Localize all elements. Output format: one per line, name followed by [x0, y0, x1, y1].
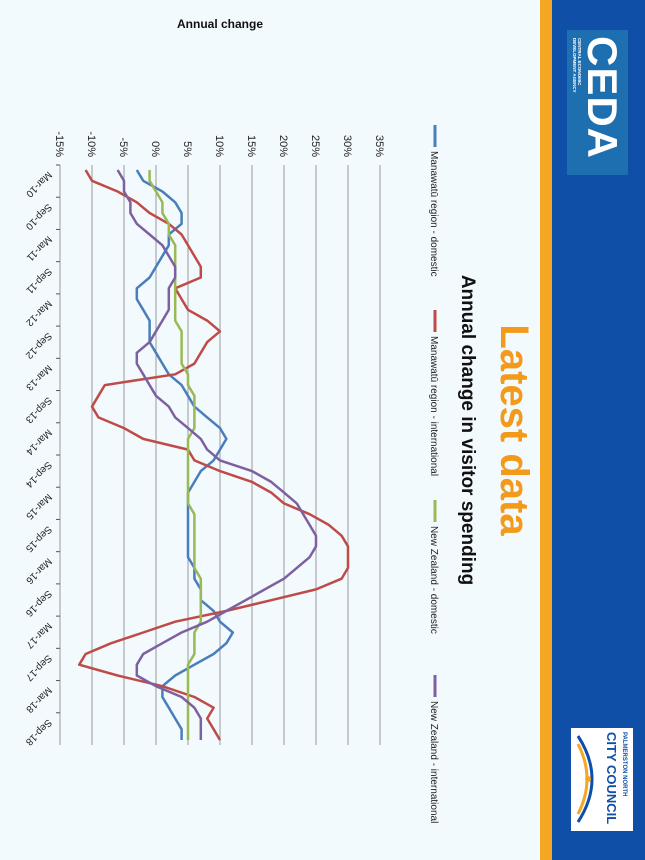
- legend-label: Manawatū region - international: [428, 336, 439, 476]
- x-tick-label: Mar-14: [23, 427, 53, 457]
- orange-stripe: [540, 0, 552, 860]
- ceda-logo: CEDA CENTRAL ECONOMIC DEVELOPMENT AGENCY: [567, 30, 628, 175]
- x-tick-label: Mar-16: [23, 556, 53, 586]
- y-tick-label: 25%: [309, 135, 321, 157]
- council-emblem-icon: [576, 735, 594, 823]
- y-tick-label: 30%: [341, 135, 353, 157]
- y-tick-label: 0%: [149, 141, 161, 157]
- x-tick-label: Sep-18: [23, 717, 54, 748]
- x-tick-label: Mar-10: [23, 169, 53, 199]
- x-tick-label: Sep-11: [23, 266, 53, 296]
- y-tick-label: 10%: [213, 135, 225, 157]
- x-tick-label: Mar-11: [24, 233, 54, 263]
- council-logo: PALMERSTON NORTH CITY COUNCIL: [570, 727, 634, 832]
- y-tick-label: -15%: [53, 131, 65, 157]
- series-line: [116, 169, 318, 740]
- x-tick-label: Mar-18: [23, 684, 53, 714]
- x-tick-label: Sep-16: [23, 588, 54, 619]
- x-tick-label: Mar-12: [23, 298, 53, 328]
- legend-label: Manawatū region - domestic: [428, 151, 439, 277]
- x-tick-label: Sep-10: [23, 201, 54, 232]
- y-tick-label: 15%: [245, 135, 257, 157]
- chart-title: Annual change in visitor spending: [457, 274, 478, 586]
- x-tick-label: Mar-13: [23, 362, 53, 392]
- y-tick-label: 5%: [181, 141, 193, 157]
- y-tick-label: 20%: [277, 135, 289, 157]
- x-tick-label: Mar-17: [23, 620, 53, 650]
- x-tick-label: Sep-13: [23, 394, 54, 425]
- line-chart: Manawatū region - domestic Manawatū regio…: [23, 17, 439, 823]
- x-tick-label: Sep-12: [23, 330, 54, 361]
- x-tick-label: Sep-14: [23, 459, 54, 490]
- slide-content: Latest data Annual change in visitor spe…: [23, 17, 536, 823]
- slide-title: Latest data: [492, 324, 536, 536]
- legend-label: New Zealand - domestic: [428, 526, 439, 634]
- x-tick-label: Mar-15: [23, 491, 53, 521]
- y-tick-label: 35%: [373, 135, 385, 157]
- series-line: [77, 169, 350, 741]
- y-axis-title: Annual change: [177, 17, 263, 31]
- x-tick-label: Sep-15: [23, 523, 54, 554]
- legend-label: New Zealand - international: [428, 701, 439, 823]
- y-tick-label: -5%: [117, 137, 129, 157]
- x-tick-label: Sep-17: [23, 652, 54, 683]
- y-tick-label: -10%: [85, 131, 97, 157]
- series-line: [135, 169, 235, 740]
